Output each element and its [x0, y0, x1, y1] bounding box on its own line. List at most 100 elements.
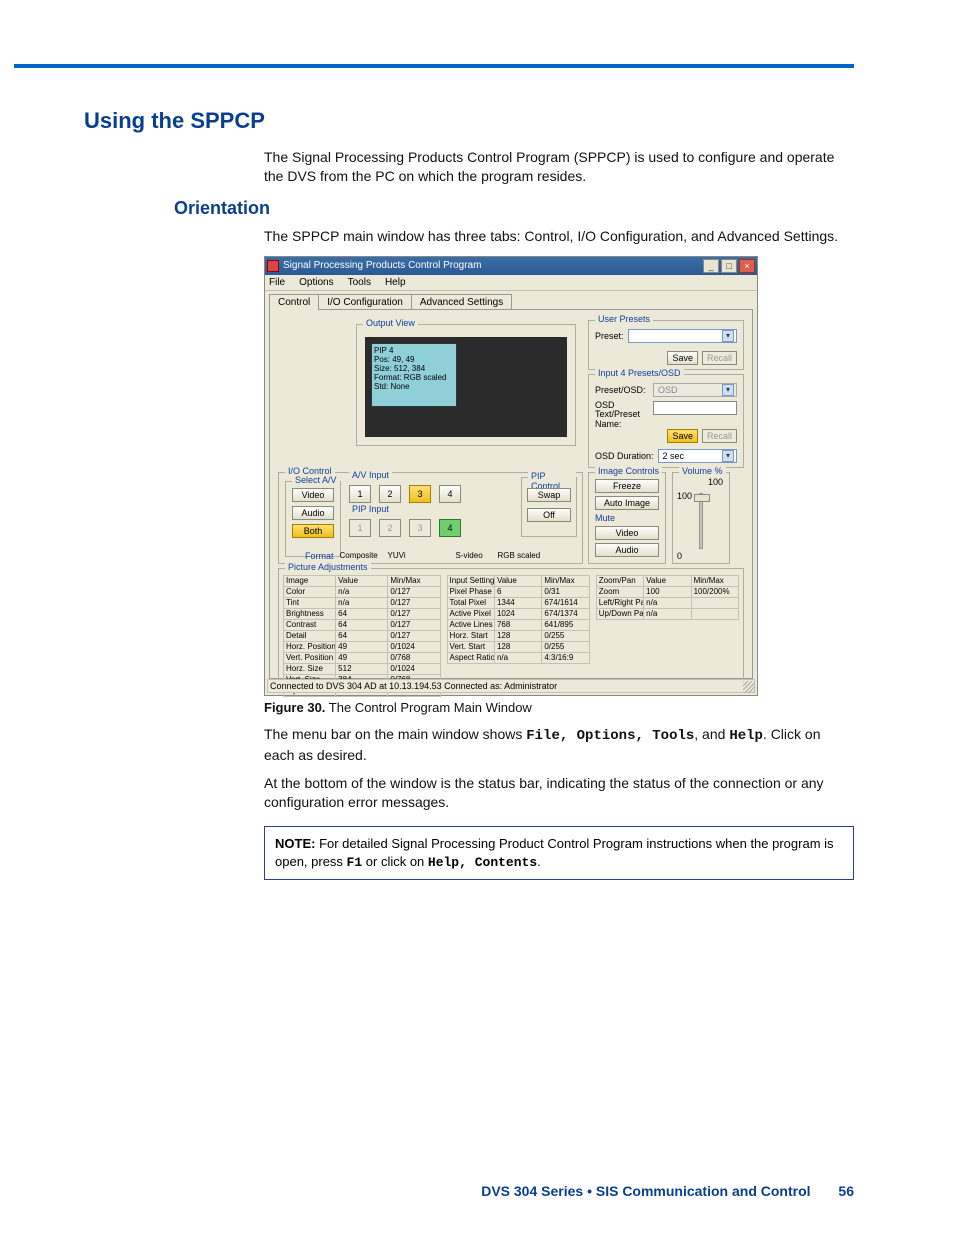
table-cell: Detail — [284, 630, 336, 641]
chevron-down-icon: ▾ — [722, 450, 734, 462]
av-input-2-button[interactable]: 2 — [379, 485, 401, 503]
table-header[interactable]: Min/Max — [388, 575, 440, 586]
table-row[interactable]: Aspect Ration/a4:3/16:9 — [447, 652, 589, 663]
user-preset-recall-button[interactable]: Recall — [702, 351, 737, 365]
pip-line-4: Format: RGB scaled — [374, 373, 454, 382]
p1b: File, Options, Tools — [526, 728, 694, 744]
pip-input-1-button[interactable]: 1 — [349, 519, 371, 537]
av-input-1-button[interactable]: 1 — [349, 485, 371, 503]
table-row[interactable]: Up/Down Pann/a — [596, 608, 738, 619]
table-header[interactable]: Value — [644, 575, 691, 586]
pip-input-4-button[interactable]: 4 — [439, 519, 461, 537]
tab-io-configuration[interactable]: I/O Configuration — [318, 294, 412, 310]
page-body: Using the SPPCP The Signal Processing Pr… — [84, 108, 854, 880]
table-row[interactable]: Left/Right Pann/a — [596, 597, 738, 608]
pip-line-3: Size: 512, 384 — [374, 364, 454, 373]
table-cell: 768 — [494, 619, 541, 630]
table-row[interactable]: Total Pixel1344674/1614 — [447, 597, 589, 608]
table-row[interactable]: Brightness640/127 — [284, 608, 441, 619]
table-cell: 49 — [336, 641, 388, 652]
table-row[interactable]: Horz. Position490/1024 — [284, 641, 441, 652]
minimize-button[interactable]: _ — [703, 259, 719, 273]
status-text: Connected to DVS 304 AD at 10.13.194.53 … — [270, 681, 557, 691]
table-cell: 0/127 — [388, 586, 440, 597]
table-row[interactable]: Horz. Start1280/255 — [447, 630, 589, 641]
table-cell: 0/768 — [388, 652, 440, 663]
volume-slider[interactable] — [699, 493, 703, 549]
table-cell: Brightness — [284, 608, 336, 619]
input4-recall-button[interactable]: Recall — [702, 429, 737, 443]
table-row[interactable]: Colorn/a0/127 — [284, 586, 441, 597]
input4-save-button[interactable]: Save — [667, 429, 698, 443]
table-row[interactable]: Contrast640/127 — [284, 619, 441, 630]
input4-duration-select[interactable]: 2 sec ▾ — [658, 449, 737, 463]
table-row[interactable]: Active Lines768641/895 — [447, 619, 589, 630]
note-helpcontents: Help, Contents — [428, 855, 537, 870]
resize-grip-icon[interactable] — [743, 681, 755, 693]
table-header[interactable]: Min/Max — [542, 575, 589, 586]
menu-help[interactable]: Help — [385, 277, 406, 288]
table-cell: Active Pixel — [447, 608, 494, 619]
auto-image-button[interactable]: Auto Image — [595, 496, 659, 510]
table-row[interactable]: Detail640/127 — [284, 630, 441, 641]
table-cell: 100 — [644, 586, 691, 597]
table-cell: 64 — [336, 630, 388, 641]
pip-input-3-button[interactable]: 3 — [409, 519, 431, 537]
av-input-4-button[interactable]: 4 — [439, 485, 461, 503]
table-header[interactable]: Image — [284, 575, 336, 586]
av-input-3-button[interactable]: 3 — [409, 485, 431, 503]
pip-off-button[interactable]: Off — [527, 508, 571, 522]
volume-thumb[interactable] — [694, 494, 710, 502]
table-cell: 0/255 — [542, 630, 589, 641]
table-header[interactable]: Min/Max — [691, 575, 738, 586]
table-row[interactable]: Horz. Size5120/1024 — [284, 663, 441, 674]
table-row[interactable]: Zoom100100/200% — [596, 586, 738, 597]
table-row[interactable]: Pixel Phase60/31 — [447, 586, 589, 597]
tab-control[interactable]: Control — [269, 294, 319, 310]
menu-options[interactable]: Options — [299, 277, 333, 288]
mute-audio-button[interactable]: Audio — [595, 543, 659, 557]
select-video-button[interactable]: Video — [292, 488, 334, 502]
menu-file[interactable]: File — [269, 277, 285, 288]
table-row[interactable]: Vert. Position490/768 — [284, 652, 441, 663]
table-header[interactable]: Value — [494, 575, 541, 586]
table-row[interactable]: Vert. Start1280/255 — [447, 641, 589, 652]
note-label: NOTE: — [275, 836, 315, 851]
table-header[interactable]: Zoom/Pan — [596, 575, 643, 586]
table-cell: 0/1024 — [388, 641, 440, 652]
figure-30: Signal Processing Products Control Progr… — [264, 256, 758, 715]
menu-tools[interactable]: Tools — [348, 277, 371, 288]
mute-video-button[interactable]: Video — [595, 526, 659, 540]
input4-text-label: OSD Text/Preset Name: — [595, 401, 649, 429]
sppcp-main-window: Signal Processing Products Control Progr… — [264, 256, 758, 696]
pip-line-1: PIP 4 — [374, 346, 454, 355]
pip-input-2-button[interactable]: 2 — [379, 519, 401, 537]
table-row[interactable]: Active Pixel1024674/1374 — [447, 608, 589, 619]
table-row[interactable]: Tintn/a0/127 — [284, 597, 441, 608]
close-button[interactable]: × — [739, 259, 755, 273]
select-audio-button[interactable]: Audio — [292, 506, 334, 520]
user-preset-save-button[interactable]: Save — [667, 351, 698, 365]
freeze-button[interactable]: Freeze — [595, 479, 659, 493]
volume-group: Volume % 100 100 0 — [672, 472, 730, 564]
chevron-down-icon: ▾ — [722, 384, 734, 396]
maximize-button[interactable]: □ — [721, 259, 737, 273]
window-titlebar[interactable]: Signal Processing Products Control Progr… — [265, 257, 757, 275]
select-both-button[interactable]: Both — [292, 524, 334, 538]
table-header[interactable]: Input Settings — [447, 575, 494, 586]
user-presets-group: User Presets Preset: ▾ Save Recall — [588, 320, 744, 370]
format-2: YUVi — [388, 551, 416, 560]
table-cell: Color — [284, 586, 336, 597]
input4-preset-select[interactable]: OSD ▾ — [653, 383, 737, 397]
table-cell: Horz. Position — [284, 641, 336, 652]
tab-advanced-settings[interactable]: Advanced Settings — [411, 294, 512, 310]
input4-text-field[interactable] — [653, 401, 737, 415]
table-cell: Zoom — [596, 586, 643, 597]
preset-select[interactable]: ▾ — [628, 329, 737, 343]
table-cell: Horz. Size — [284, 663, 336, 674]
table-header[interactable]: Value — [336, 575, 388, 586]
tab-body-control: Output View PIP 4 Pos: 49, 49 Size: 512,… — [269, 309, 753, 679]
format-4: S-video — [456, 551, 492, 560]
pip-swap-button[interactable]: Swap — [527, 488, 571, 502]
picture-adjustments-title: Picture Adjustments — [285, 562, 371, 572]
